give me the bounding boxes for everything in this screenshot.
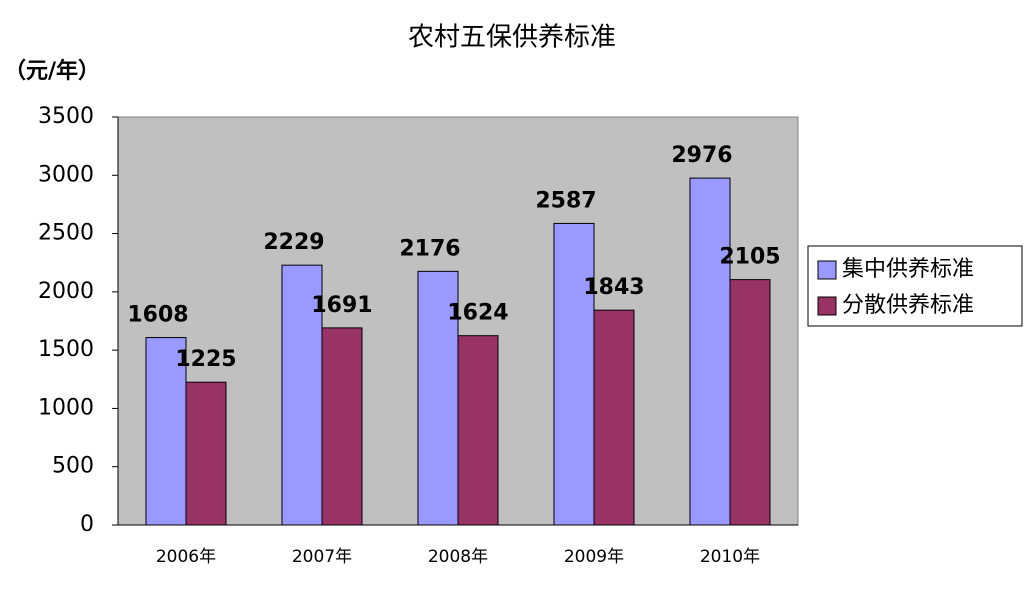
data-label: 2176	[399, 236, 460, 261]
y-tick-label: 2000	[38, 279, 94, 304]
y-tick-label: 500	[52, 454, 94, 479]
bar	[457, 335, 499, 526]
x-tick-label: 2009年	[564, 547, 624, 567]
bar	[321, 327, 363, 526]
data-label: 1624	[447, 301, 508, 326]
bar	[553, 222, 595, 526]
x-tick-label: 2007年	[292, 547, 352, 567]
legend-box	[807, 245, 1023, 327]
data-label: 2105	[719, 245, 780, 270]
y-tick-label: 1000	[38, 395, 94, 420]
bar	[185, 381, 227, 526]
bar	[417, 270, 459, 526]
x-tick-label: 2006年	[156, 547, 216, 567]
bar	[281, 264, 323, 526]
x-tick-label: 2010年	[700, 547, 760, 567]
y-axis-label: （元/年）	[4, 58, 100, 84]
data-label: 1691	[311, 293, 372, 318]
y-tick-label: 3000	[38, 162, 94, 187]
legend-label: 集中供养标准	[842, 257, 974, 282]
data-label: 1608	[127, 303, 188, 328]
bar	[689, 177, 731, 526]
bar	[145, 337, 187, 526]
y-tick-label: 3500	[38, 104, 94, 129]
data-label: 2587	[535, 188, 596, 213]
data-label: 2229	[263, 230, 324, 255]
y-tick-label: 0	[80, 512, 94, 537]
legend-swatch	[817, 296, 837, 316]
data-label: 1843	[583, 275, 644, 300]
data-label: 2976	[671, 143, 732, 168]
x-tick-label: 2008年	[428, 547, 488, 567]
y-tick-label: 1500	[38, 337, 94, 362]
chart-title: 农村五保供养标准	[408, 23, 616, 53]
legend-swatch	[817, 260, 837, 280]
y-tick-label: 2500	[38, 221, 94, 246]
bar	[729, 279, 771, 526]
data-label: 1225	[175, 347, 236, 372]
legend-label: 分散供养标准	[842, 293, 974, 318]
bar	[593, 309, 635, 526]
